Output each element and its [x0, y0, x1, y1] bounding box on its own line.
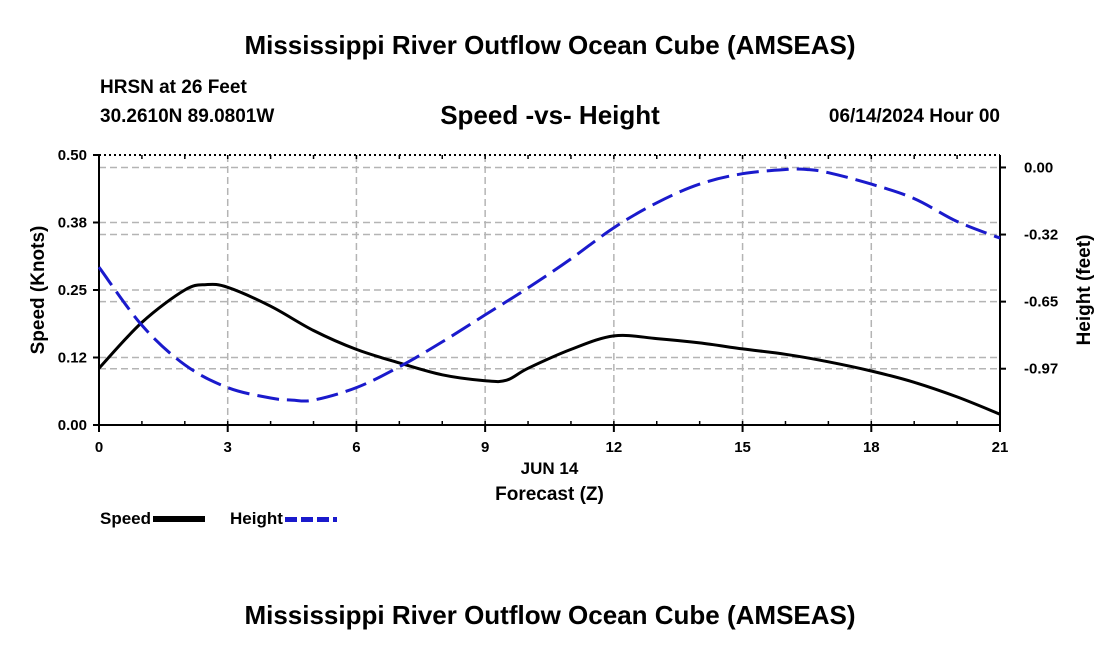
legend-item-speed: Speed	[100, 509, 206, 529]
chart-subtitle: Speed -vs- Height	[440, 100, 660, 130]
x-tick-label: 21	[992, 439, 1009, 456]
x-tick-label: 6	[352, 439, 360, 456]
x-axis-title: Forecast (Z)	[495, 484, 604, 505]
legend-height-swatch	[284, 516, 337, 522]
y2-tick-label: -0.65	[1024, 294, 1058, 311]
bottom-title: Mississippi River Outflow Ocean Cube (AM…	[244, 600, 856, 630]
y-tick-label: 0.38	[58, 215, 87, 232]
x-tick-label: 12	[606, 439, 623, 456]
y-tick-label: 0.12	[58, 350, 87, 367]
coordinates-label: 30.2610N 89.0801W	[100, 106, 275, 127]
y2-tick-label: -0.32	[1024, 227, 1058, 244]
speed-height-chart: 0 3 6 9 12 15 18 21 0.00 0.12 0.25 0.38 0.50 0.00 -0.3…	[28, 147, 1095, 505]
x-tick-label: 18	[863, 439, 880, 456]
legend-speed-label: Speed	[100, 509, 152, 528]
x-tick-label: 15	[734, 439, 751, 456]
legend-speed-swatch	[153, 516, 206, 522]
series-line-speed	[97, 282, 1001, 416]
x-tick-label: 3	[224, 439, 232, 456]
y-tick-label: 0.25	[58, 282, 87, 299]
y-axis-title: Speed (Knots)	[28, 226, 49, 355]
y-tick-label: 0.50	[58, 147, 87, 164]
y2-tick-label: -0.97	[1024, 361, 1058, 378]
legend-item-height: Height	[230, 509, 337, 529]
station-label: HRSN at 26 Feet	[100, 77, 247, 98]
x-tick-label: 9	[481, 439, 489, 456]
chart-main-title: Mississippi River Outflow Ocean Cube (AM…	[244, 30, 856, 60]
y2-tick-label: 0.00	[1024, 159, 1053, 176]
x-tick-label: 0	[95, 439, 103, 456]
legend-height-label: Height	[230, 509, 283, 528]
series-line-height	[97, 167, 1001, 403]
y2-axis-title: Height (feet)	[1074, 235, 1095, 346]
y-tick-label: 0.00	[58, 417, 87, 434]
forecast-datetime: 06/14/2024 Hour 00	[828, 106, 1000, 127]
x-axis-date-label: JUN 14	[521, 459, 579, 478]
